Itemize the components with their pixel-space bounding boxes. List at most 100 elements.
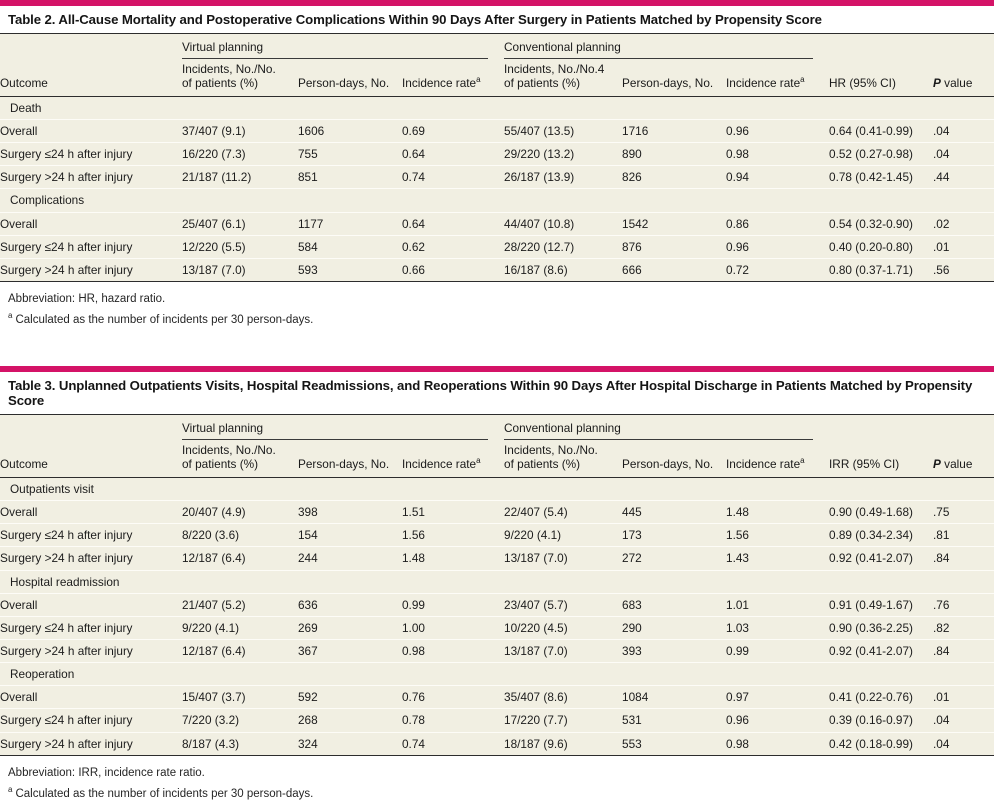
column-virtual-person-days: Person-days, No. (298, 59, 402, 97)
value-cell: 0.72 (726, 257, 830, 283)
group-conventional-planning: Conventional planning (504, 34, 829, 59)
value-cell: 290 (622, 615, 727, 640)
value-cell: 22/407 (5.4) (504, 500, 623, 524)
table-row: Overall 15/407 (3.7) 592 0.76 35/407 (8.6) 10… (0, 685, 994, 709)
table-row: Surgery >24 h after injury 8/187 (4.3) 324… (0, 731, 994, 756)
value-cell: 0.99 (726, 638, 830, 663)
value-cell: 826 (622, 165, 727, 189)
value-cell: 0.96 (726, 234, 830, 259)
section-row: Complications (0, 188, 994, 213)
abbreviation-note: Abbreviation: IRR, incidence rate ratio. (8, 766, 205, 779)
footnote-marker-a: a (8, 784, 13, 794)
value-cell: .01 (933, 234, 994, 259)
value-cell: 0.66 (402, 257, 505, 283)
column-virtual-incidents: Incidents, No./No. of patients (%) (182, 440, 298, 478)
outcome-cell: Surgery ≤24 h after injury (0, 234, 182, 259)
value-cell: 17/220 (7.7) (504, 708, 623, 733)
value-cell: 1.00 (402, 615, 505, 640)
value-cell: 20/407 (4.9) (182, 500, 298, 524)
value-cell: 12/187 (6.4) (182, 638, 298, 663)
table-2-footnotes: Abbreviation: HR, hazard ratio. a Calcula… (0, 282, 994, 338)
value-cell: .04 (933, 142, 994, 166)
value-cell: 0.39 (0.16-0.97) (829, 708, 934, 733)
value-cell: 755 (298, 142, 402, 166)
value-cell: 10/220 (4.5) (504, 615, 623, 640)
value-cell: 13/187 (7.0) (504, 546, 623, 570)
column-outcome: Outcome (0, 440, 182, 478)
value-cell: 18/187 (9.6) (504, 731, 623, 756)
value-cell: 0.98 (726, 731, 830, 756)
value-cell: 1542 (622, 211, 727, 236)
value-cell: 553 (622, 731, 727, 756)
value-cell: 0.96 (726, 708, 830, 733)
value-cell: 44/407 (10.8) (504, 211, 623, 236)
table-row: Overall 20/407 (4.9) 398 1.51 22/407 (5.4) 44… (0, 500, 994, 524)
value-cell: 15/407 (3.7) (182, 685, 298, 709)
value-cell: 636 (298, 592, 402, 617)
footnote-marker-a: a (476, 74, 481, 84)
column-conventional-incidence-rate: Incidence ratea (726, 440, 830, 478)
value-cell: 268 (298, 708, 402, 733)
table-row: Overall 37/407 (9.1) 1606 0.69 55/407 (13.5)… (0, 118, 994, 143)
value-cell: .02 (933, 211, 994, 236)
column-virtual-person-days: Person-days, No. (298, 440, 402, 478)
value-cell: 173 (622, 523, 727, 547)
outcome-cell: Surgery ≤24 h after injury (0, 523, 182, 547)
value-cell: 1606 (298, 118, 402, 143)
value-cell: 37/407 (9.1) (182, 118, 298, 143)
group-virtual-label: Virtual planning (182, 421, 489, 441)
section-label: Complications (0, 188, 994, 213)
footnote-marker-a: a (800, 74, 805, 84)
value-cell: 35/407 (8.6) (504, 685, 623, 709)
value-cell: 28/220 (12.7) (504, 234, 623, 259)
table-2-title-row: Table 2. All-Cause Mortality and Postope… (0, 6, 994, 34)
table-3-title-row: Table 3. Unplanned Outpatients Visits, H… (0, 372, 994, 416)
value-cell: .82 (933, 615, 994, 640)
value-cell: 0.98 (726, 142, 830, 166)
table-2-header: Virtual planning Conventional planning O… (0, 34, 994, 97)
value-cell: .76 (933, 592, 994, 617)
value-cell: 0.76 (402, 685, 505, 709)
value-cell: 0.91 (0.49-1.67) (829, 592, 934, 617)
value-cell: 8/220 (3.6) (182, 523, 298, 547)
column-conventional-person-days: Person-days, No. (622, 59, 727, 97)
group-virtual-label: Virtual planning (182, 40, 489, 59)
value-cell: 367 (298, 638, 402, 663)
accent-bar (0, 366, 994, 373)
footnote-marker-a: a (8, 311, 13, 321)
table-row: Surgery >24 h after injury 21/187 (11.2) 8… (0, 165, 994, 189)
value-cell: 244 (298, 546, 402, 570)
column-p-value: P value (933, 440, 994, 478)
value-cell: 0.78 (0.42-1.45) (829, 165, 934, 189)
value-cell: 0.97 (726, 685, 830, 709)
group-virtual-planning: Virtual planning (182, 415, 504, 441)
value-cell: 445 (622, 500, 727, 524)
value-cell: 21/187 (11.2) (182, 165, 298, 189)
column-outcome: Outcome (0, 59, 182, 97)
table-2-body: Death Overall 37/407 (9.1) 1606 0.69 55/407 (… (0, 96, 994, 283)
value-cell: 666 (622, 257, 727, 283)
value-cell: 890 (622, 142, 727, 166)
value-cell: .44 (933, 165, 994, 189)
value-cell: 154 (298, 523, 402, 547)
outcome-cell: Surgery ≤24 h after injury (0, 708, 182, 733)
value-cell: .75 (933, 500, 994, 524)
value-cell: 26/187 (13.9) (504, 165, 623, 189)
value-cell: .04 (933, 118, 994, 143)
outcome-cell: Surgery >24 h after injury (0, 257, 182, 283)
value-cell: 324 (298, 731, 402, 756)
group-header-row: Virtual planning Conventional planning (0, 34, 994, 59)
table-3-title: Table 3. Unplanned Outpatients Visits, H… (8, 378, 973, 409)
value-cell: 531 (622, 708, 727, 733)
group-conventional-label: Conventional planning (504, 421, 814, 441)
table-2: Virtual planning Conventional planning O… (0, 34, 994, 283)
section-row: Hospital readmission (0, 569, 994, 594)
group-conventional-label: Conventional planning (504, 40, 814, 59)
value-cell: 12/220 (5.5) (182, 234, 298, 259)
value-cell: 0.89 (0.34-2.34) (829, 523, 934, 547)
empty-cell (0, 34, 182, 59)
column-hr-95ci: HR (95% CI) (829, 59, 934, 97)
accent-bar (0, 0, 994, 6)
section-label: Hospital readmission (0, 569, 994, 594)
outcome-cell: Surgery >24 h after injury (0, 638, 182, 663)
